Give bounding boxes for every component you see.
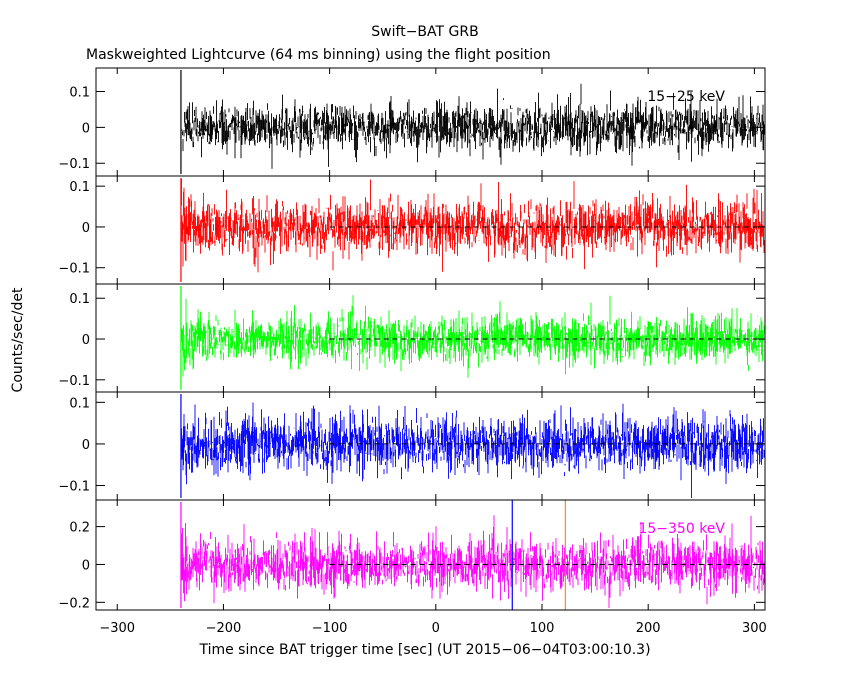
x-axis-label: Time since BAT trigger time [sec] (UT 20… — [198, 642, 650, 658]
x-tick-label: 100 — [530, 621, 555, 636]
x-tick-label: −300 — [99, 621, 135, 636]
y-tick-label: 0.1 — [69, 86, 90, 101]
y-tick-label: −0.1 — [58, 157, 90, 172]
x-axis: −300 −200 −100 0 100 200 300 — [99, 621, 766, 636]
y-tick-label: 0.1 — [69, 396, 90, 411]
x-tick-label: 200 — [636, 621, 661, 636]
y-tick-label: 0 — [82, 333, 90, 348]
chart-title: Swift−BAT GRB — [371, 24, 478, 40]
y-tick-label: 0.2 — [69, 521, 90, 536]
y-tick-label: −0.1 — [58, 262, 90, 277]
panels-group: −0.1 0 0.1 15−25 keV −0.1 0 0.1 −0.1 0 0.1 −0.1 0 0.… — [58, 67, 766, 611]
panel-4: −0.1 0 0.1 — [58, 391, 766, 501]
x-tick-label: 0 — [432, 621, 440, 636]
panel-frame — [95, 499, 766, 611]
x-tick-label: −100 — [312, 621, 348, 636]
y-tick-label: −0.1 — [58, 480, 90, 495]
panel-3: −0.1 0 0.1 — [58, 283, 766, 393]
series-trace — [180, 402, 765, 498]
y-tick-label: 0.1 — [69, 180, 90, 195]
y-tick-label: 0 — [82, 558, 90, 573]
chart-subtitle: Maskweighted Lightcurve (64 ms binning) … — [86, 47, 551, 63]
y-tick-label: 0 — [82, 438, 90, 453]
y-tick-label: 0.1 — [69, 292, 90, 307]
x-tick-label: 300 — [742, 621, 767, 636]
y-tick-label: 0 — [82, 221, 90, 236]
y-tick-label: 0 — [82, 121, 90, 136]
y-tick-label: −0.2 — [58, 596, 90, 611]
panel-5: −0.2 0 0.2 15−350 keV — [58, 499, 766, 611]
x-tick-label: −200 — [206, 621, 242, 636]
y-axis-label: Counts/sec/det — [10, 287, 26, 392]
band-label: 15−25 keV — [647, 89, 725, 105]
panel-1: −0.1 0 0.1 15−25 keV — [58, 67, 766, 177]
series-trace — [180, 178, 765, 273]
panel-2: −0.1 0 0.1 — [58, 175, 766, 285]
y-tick-label: −0.1 — [58, 374, 90, 389]
series-trace — [180, 295, 765, 378]
band-label: 15−350 keV — [638, 521, 725, 537]
